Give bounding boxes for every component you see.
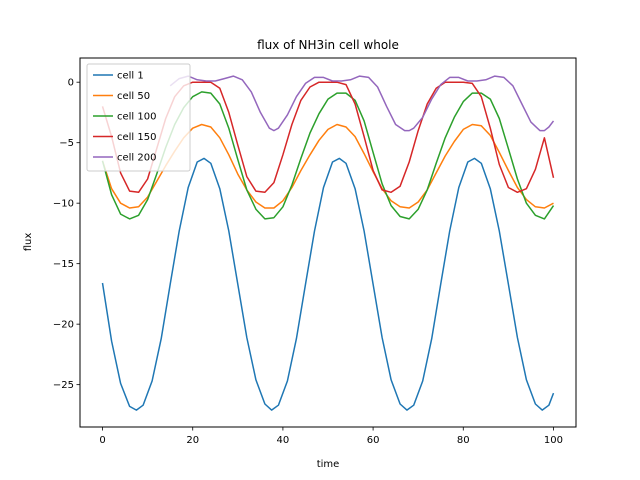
y-tick-label: −20 [53, 320, 74, 331]
legend-label: cell 50 [117, 91, 150, 102]
chart-title: flux of NH3in cell whole [257, 38, 399, 52]
series-line-cell-200 [169, 75, 555, 132]
legend-label: cell 1 [117, 71, 144, 82]
y-tick-label: −10 [53, 199, 74, 210]
x-tick-label: 20 [186, 435, 199, 446]
series-line-cell-1 [101, 157, 555, 411]
y-tick-label: −5 [59, 138, 74, 149]
legend-label: cell 200 [117, 153, 156, 164]
x-tick-label: 80 [457, 435, 470, 446]
x-axis-label: time [317, 459, 340, 470]
x-tick-label: 0 [99, 435, 105, 446]
x-tick-label: 40 [277, 435, 290, 446]
y-tick-label: −25 [53, 380, 74, 391]
legend-label: cell 100 [117, 112, 156, 123]
legend: cell 1 cell 50 cell 100 cell 150 cell 200 [86, 63, 191, 172]
x-tick-label: 100 [544, 435, 563, 446]
y-axis-label: flux [23, 233, 34, 252]
legend-box [86, 63, 191, 172]
y-tick-label: 0 [68, 78, 74, 89]
plot-frame [79, 57, 577, 428]
x-tick-label: 60 [367, 435, 380, 446]
axes-layer: 0 20 40 60 80 100 0 −5 −10 −15 −20 −25 [53, 78, 563, 446]
legend-label: cell 150 [117, 132, 156, 143]
y-tick-label: −15 [53, 259, 74, 270]
